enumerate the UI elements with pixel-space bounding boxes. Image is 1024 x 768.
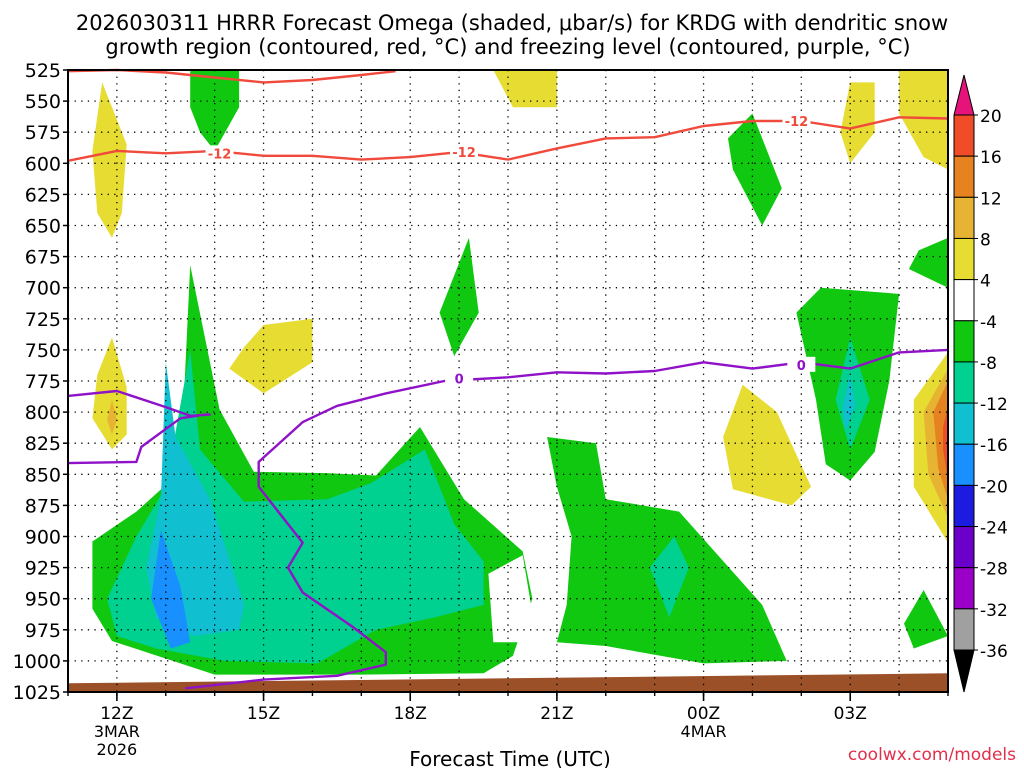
contour-label-bg-0-1 (450, 144, 478, 160)
x-tick-label-12Z: 12Z (100, 704, 133, 724)
omega-region-9 (842, 374, 856, 431)
contour-label-bg-0-0 (205, 145, 234, 161)
colorbar-label-10: -24 (980, 519, 1008, 539)
contour-label-0-2: -12 (785, 115, 809, 130)
colorbar-label-4: 4 (980, 272, 991, 292)
colorbar-label-9: -20 (980, 477, 1008, 497)
colorbar-band-4 (953, 279, 975, 322)
omega-region-6 (649, 536, 689, 618)
y-tick-label-525: 525 (25, 60, 61, 82)
omega-region-13 (908, 237, 948, 288)
watermark: coolwx.com/models (848, 745, 1016, 765)
colorbar-label-5: -4 (980, 313, 997, 333)
y-tick-label-700: 700 (25, 278, 61, 300)
y-tick-label-750: 750 (25, 340, 61, 362)
colorbar-band-0 (953, 114, 975, 157)
colorbar-band-7 (953, 402, 975, 445)
colorbar-band-12 (953, 608, 975, 651)
colorbar-top-arrow (953, 74, 975, 116)
terrain-surface (68, 673, 948, 692)
colorbar: 20 16 12 8 4 -4 -8 -12 -16 -20 -24 -28 -32 -36 (953, 74, 1008, 693)
colorbar-label-3: 8 (980, 230, 991, 250)
y-tick-label-600: 600 (25, 153, 61, 175)
x-tick-sublabel-12Z-0: 3MAR (94, 722, 140, 741)
omega-region-20 (840, 82, 875, 164)
axes: 525 550 575 600 625 650 675 700 725 750 775 800 825 8… (13, 60, 949, 759)
omega-region-25 (933, 381, 948, 500)
omega-region-16 (92, 337, 127, 450)
omega-region-22 (723, 384, 812, 506)
y-tick-label-1000: 1000 (13, 651, 61, 673)
contour-3 (185, 348, 949, 690)
y-tick-label-625: 625 (25, 184, 61, 206)
contour-lines: -12 -12 -12 0 0 (67, 68, 949, 690)
colorbar-label-12: -32 (980, 601, 1008, 621)
x-tick-sublabel-00Z-0: 4MAR (681, 722, 727, 741)
colorbar-band-11 (953, 567, 975, 610)
colorbar-band-8 (953, 443, 975, 486)
y-tick-label-875: 875 (25, 495, 61, 517)
colorbar-label-0: 20 (980, 107, 1002, 127)
colorbar-label-13: -36 (980, 642, 1008, 662)
omega-region-19 (493, 70, 557, 108)
contour-label-bg-0-2 (782, 113, 811, 129)
y-tick-label-925: 925 (25, 558, 61, 580)
colorbar-band-2 (953, 196, 975, 239)
colorbar-label-6: -8 (980, 354, 997, 374)
y-tick-label-850: 850 (25, 464, 61, 486)
omega-region-15 (92, 82, 127, 238)
grid-lines (68, 70, 948, 692)
omega-region-21 (899, 70, 948, 170)
chart-title-line2: growth region (contoured, red, °C) and f… (105, 35, 910, 59)
colorbar-band-9 (953, 484, 975, 528)
omega-region-11 (439, 237, 479, 357)
colorbar-band-10 (953, 526, 975, 569)
contour-label-bg-3-0 (445, 370, 474, 386)
colorbar-band-3 (953, 237, 975, 281)
colorbar-band-5 (953, 320, 975, 363)
y-tick-label-575: 575 (25, 122, 61, 144)
y-tick-label-1025: 1025 (13, 682, 61, 704)
colorbar-label-7: -12 (980, 395, 1008, 415)
x-tick-sublabel-12Z-1: 2026 (97, 740, 138, 759)
chart-title-line1: 2026030311 HRRR Forecast Omega (shaded, … (76, 11, 948, 35)
omega-region-17 (107, 399, 117, 435)
colorbar-label-11: -28 (980, 560, 1008, 580)
contour-label-bg-3-1 (787, 356, 816, 372)
x-tick-label-03Z: 03Z (834, 704, 867, 724)
y-tick-label-725: 725 (25, 309, 61, 331)
omega-region-5 (488, 555, 538, 643)
y-tick-label-900: 900 (25, 527, 61, 549)
colorbar-band-1 (953, 155, 975, 198)
y-tick-label-550: 550 (25, 91, 61, 113)
x-tick-label-15Z: 15Z (247, 704, 280, 724)
y-tick-label-975: 975 (25, 620, 61, 642)
colorbar-bottom-arrow (953, 649, 975, 693)
y-tick-label-800: 800 (25, 402, 61, 424)
contour-label-3-0: 0 (455, 373, 464, 388)
x-tick-label-00Z: 00Z (687, 704, 720, 724)
omega-region-3 (151, 530, 191, 649)
colorbar-label-2: 12 (980, 189, 1002, 209)
y-tick-label-650: 650 (25, 216, 61, 238)
contour-2 (67, 389, 211, 465)
y-tick-label-825: 825 (25, 433, 61, 455)
contour-label-0-1: -12 (452, 146, 476, 161)
omega-region-14 (904, 590, 948, 649)
y-tick-label-675: 675 (25, 247, 61, 269)
omega-region-18 (229, 318, 313, 394)
colorbar-label-1: 16 (980, 148, 1002, 168)
contour-label-3-1: 0 (797, 359, 806, 374)
omega-region-12 (728, 113, 782, 226)
contour-label-0-0: -12 (208, 147, 232, 162)
y-tick-label-950: 950 (25, 589, 61, 611)
x-tick-label-21Z: 21Z (540, 704, 573, 724)
x-tick-label-18Z: 18Z (394, 704, 427, 724)
y-tick-label-775: 775 (25, 371, 61, 393)
x-axis-label: Forecast Time (UTC) (409, 747, 611, 768)
colorbar-band-6 (953, 361, 975, 404)
colorbar-label-8: -16 (980, 436, 1008, 456)
omega-region-26 (943, 405, 948, 481)
